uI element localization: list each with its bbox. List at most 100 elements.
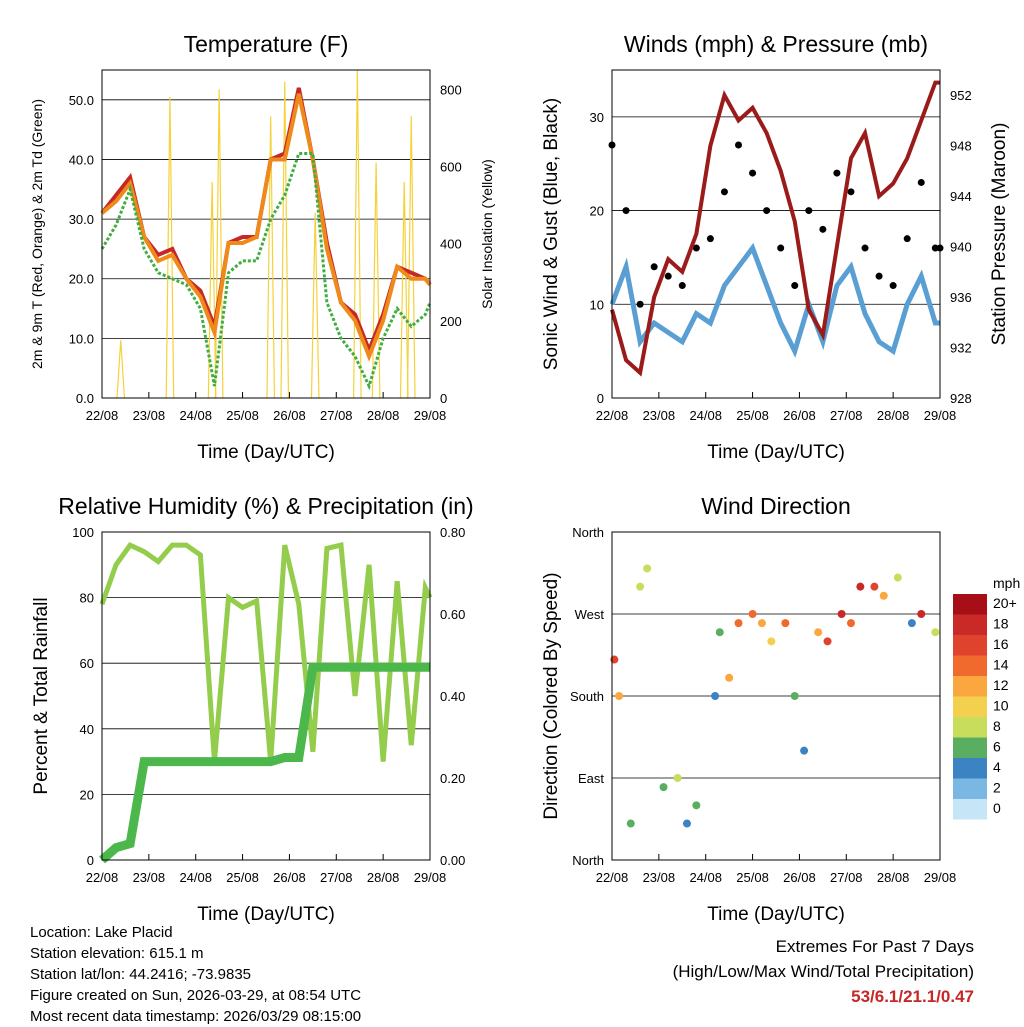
y2-tick-label: 200 [440,314,462,329]
extremes-title: Extremes For Past 7 Days [775,937,974,956]
solar-insolation-peak [310,212,320,399]
legend-swatch [953,594,987,615]
legend-label: 20+ [993,595,1017,611]
gust-point [777,244,785,252]
x-tick-label: 24/08 [689,870,722,885]
legend-label: 14 [993,657,1009,673]
y-tick-label: 10 [590,297,604,312]
y2-tick-label: 936 [950,290,972,305]
y-tick-label: West [575,607,605,622]
extremes-value: 53/6.1/21.1/0.47 [851,987,974,1006]
legend-swatch [953,717,987,738]
y-tick-label: 40.0 [69,152,94,167]
x-tick-label: 28/08 [367,870,400,885]
x-tick-label: 25/08 [226,408,259,423]
gust-point [636,300,644,308]
gust-point [833,169,841,177]
y-tick-label: North [572,853,604,868]
y2-tick-label: 0.40 [440,689,465,704]
wind-direction-point [767,637,776,646]
y2-tick-label: 928 [950,391,972,406]
y2-tick-label: 0.60 [440,607,465,622]
x-axis-label: Time (Day/UTC) [707,904,845,925]
gust-point [903,235,911,243]
location-text: Location: Lake Placid [30,924,173,941]
y-tick-label: 30 [590,110,604,125]
station-info: Location: Lake Placid Station elevation:… [30,922,361,1027]
gust-point [847,188,855,196]
x-tick-label: 26/08 [783,408,816,423]
y2-tick-label: 0.00 [440,853,465,868]
chart-title: Temperature (F) [184,31,349,57]
y-tick-label: 0 [597,391,604,406]
y-tick-label: North [572,525,604,540]
y-tick-label: 0 [87,853,94,868]
legend-swatch [953,778,987,799]
legend-swatch [953,635,987,656]
gust-point [889,282,897,290]
latlon-text: Station lat/lon: 44.2416; -73.9835 [30,966,252,983]
wind-direction-point [734,619,743,628]
y-tick-label: 60 [80,656,94,671]
legend-swatch [953,737,987,758]
x-tick-label: 23/08 [643,408,676,423]
x-tick-label: 27/08 [830,870,863,885]
wind-direction-point [615,692,624,700]
wind-direction-point [748,610,757,618]
y2-tick-label: 932 [950,341,972,356]
wind-direction-point [673,774,682,782]
x-tick-label: 29/08 [924,408,957,423]
wind-direction-point [626,819,635,828]
wind-direction-point [790,692,799,700]
chart-title: Winds (mph) & Pressure (mb) [624,31,928,57]
wind-direction-point [800,746,809,755]
y2-tick-label: 940 [950,240,972,255]
gust-point [875,272,883,280]
chart-title: Relative Humidity (%) & Precipitation (i… [58,493,473,519]
x-tick-label: 26/08 [783,870,816,885]
temperature-series-line [100,93,432,362]
y-tick-label: 0.0 [76,391,94,406]
chart-title: Wind Direction [701,493,851,519]
wind-direction-point [692,801,701,810]
solar-insolation-peak [165,97,175,399]
x-tick-label: 28/08 [877,870,910,885]
y2-tick-label: 0.80 [440,525,465,540]
legend-label: 2 [993,780,1001,796]
gust-point [791,282,799,290]
wind-direction-point [907,619,916,628]
x-tick-label: 25/08 [736,870,769,885]
legend-swatch [953,799,987,820]
wind-direction-point [814,628,823,637]
wind-direction-point [711,692,720,700]
wind-direction-point [856,582,865,591]
created-text: Figure created on Sun, 2026-03-29, at 08… [30,987,362,1004]
legend-label: 4 [993,759,1001,775]
x-axis-label: Time (Day/UTC) [197,442,335,463]
y-axis-label: Sonic Wind & Gust (Blue, Black) [541,98,562,370]
legend-label: 10 [993,698,1009,714]
gust-point [735,141,743,149]
wind-direction-point [846,619,855,628]
y2-tick-label: 944 [950,189,972,204]
legend-swatch [953,614,987,635]
extremes-box: Extremes For Past 7 Days (High/Low/Max W… [673,934,974,1009]
wind-direction-point [682,819,691,828]
solar-insolation-peak [266,116,276,399]
plot-frame [611,531,941,861]
y2-axis-label: Solar Insolation (Yellow) [479,159,495,309]
gust-point [678,282,686,290]
legend-label: 16 [993,636,1009,652]
y-tick-label: 30.0 [69,212,94,227]
legend-swatch [953,758,987,779]
timestamp-text: Most recent data timestamp: 2026/03/29 0… [30,1008,362,1025]
x-tick-label: 27/08 [320,408,353,423]
wind-direction-point [636,582,645,591]
legend-label: 6 [993,739,1001,755]
wind-direction-point [870,582,879,591]
x-tick-label: 23/08 [643,870,676,885]
x-tick-label: 26/08 [273,870,306,885]
y2-axis-label: Station Pressure (Maroon) [989,123,1010,346]
legend-swatch [953,696,987,717]
legend-title: mph [993,575,1020,591]
